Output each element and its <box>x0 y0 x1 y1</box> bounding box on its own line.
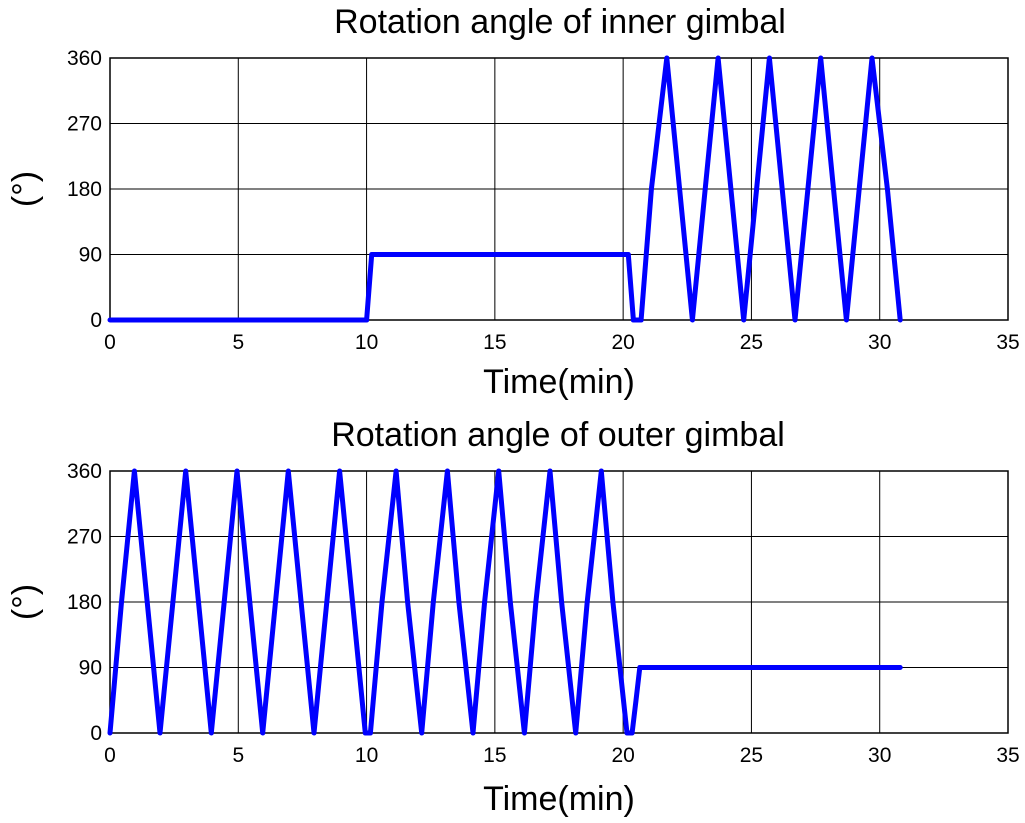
inner-x-tick-label: 20 <box>611 331 634 354</box>
outer-x-tick-label: 10 <box>355 744 378 767</box>
inner-y-tick-label: 0 <box>90 309 102 332</box>
outer-x-ticks: 0 5 10 15 20 25 30 35 <box>104 744 1020 767</box>
outer-x-tick-label: 20 <box>611 744 634 767</box>
inner-x-tick-label: 5 <box>232 331 244 354</box>
inner-gimbal-line <box>107 55 903 323</box>
inner-chart-title: Rotation angle of inner gimbal <box>334 3 786 41</box>
inner-gimbal-chart: Rotation angle of inner gimbal 0 5 10 15 20 2… <box>6 3 1020 401</box>
outer-x-tick-label: 0 <box>104 744 116 767</box>
inner-x-tick-label: 15 <box>483 331 506 354</box>
inner-grid <box>109 57 1009 321</box>
outer-y-axis-label: (°) <box>6 584 44 620</box>
inner-y-tick-label: 270 <box>67 113 102 136</box>
inner-y-ticks: 0 90 180 270 360 <box>67 47 102 332</box>
inner-x-tick-label: 30 <box>868 331 891 354</box>
inner-x-ticks: 0 5 10 15 20 25 30 35 <box>104 331 1020 354</box>
outer-y-tick-label: 180 <box>67 591 102 614</box>
inner-x-axis-label: Time(min) <box>483 363 635 401</box>
outer-x-tick-label: 30 <box>868 744 891 767</box>
outer-y-tick-label: 0 <box>90 722 102 745</box>
inner-x-tick-label: 35 <box>996 331 1019 354</box>
inner-axes-box <box>109 57 1009 321</box>
outer-chart-title: Rotation angle of outer gimbal <box>331 416 785 454</box>
outer-gimbal-chart: Rotation angle of outer gimbal 0 5 10 15 20 2… <box>6 416 1020 818</box>
outer-y-tick-label: 360 <box>67 460 102 483</box>
inner-x-tick-label: 25 <box>740 331 763 354</box>
inner-x-tick-label: 0 <box>104 331 116 354</box>
inner-y-tick-label: 90 <box>79 244 102 267</box>
outer-x-tick-label: 5 <box>232 744 244 767</box>
inner-y-axis-label: (°) <box>6 171 44 207</box>
inner-y-tick-label: 360 <box>67 47 102 70</box>
outer-grid <box>109 470 1009 734</box>
outer-x-axis-label: Time(min) <box>483 780 635 818</box>
outer-gimbal-line <box>107 468 903 736</box>
outer-x-tick-label: 35 <box>996 744 1019 767</box>
inner-y-tick-label: 180 <box>67 178 102 201</box>
outer-x-tick-label: 15 <box>483 744 506 767</box>
inner-x-tick-label: 10 <box>355 331 378 354</box>
outer-y-ticks: 0 90 180 270 360 <box>67 460 102 745</box>
outer-y-tick-label: 90 <box>79 657 102 680</box>
outer-x-tick-label: 25 <box>740 744 763 767</box>
outer-axes-box <box>109 470 1009 734</box>
outer-y-tick-label: 270 <box>67 526 102 549</box>
